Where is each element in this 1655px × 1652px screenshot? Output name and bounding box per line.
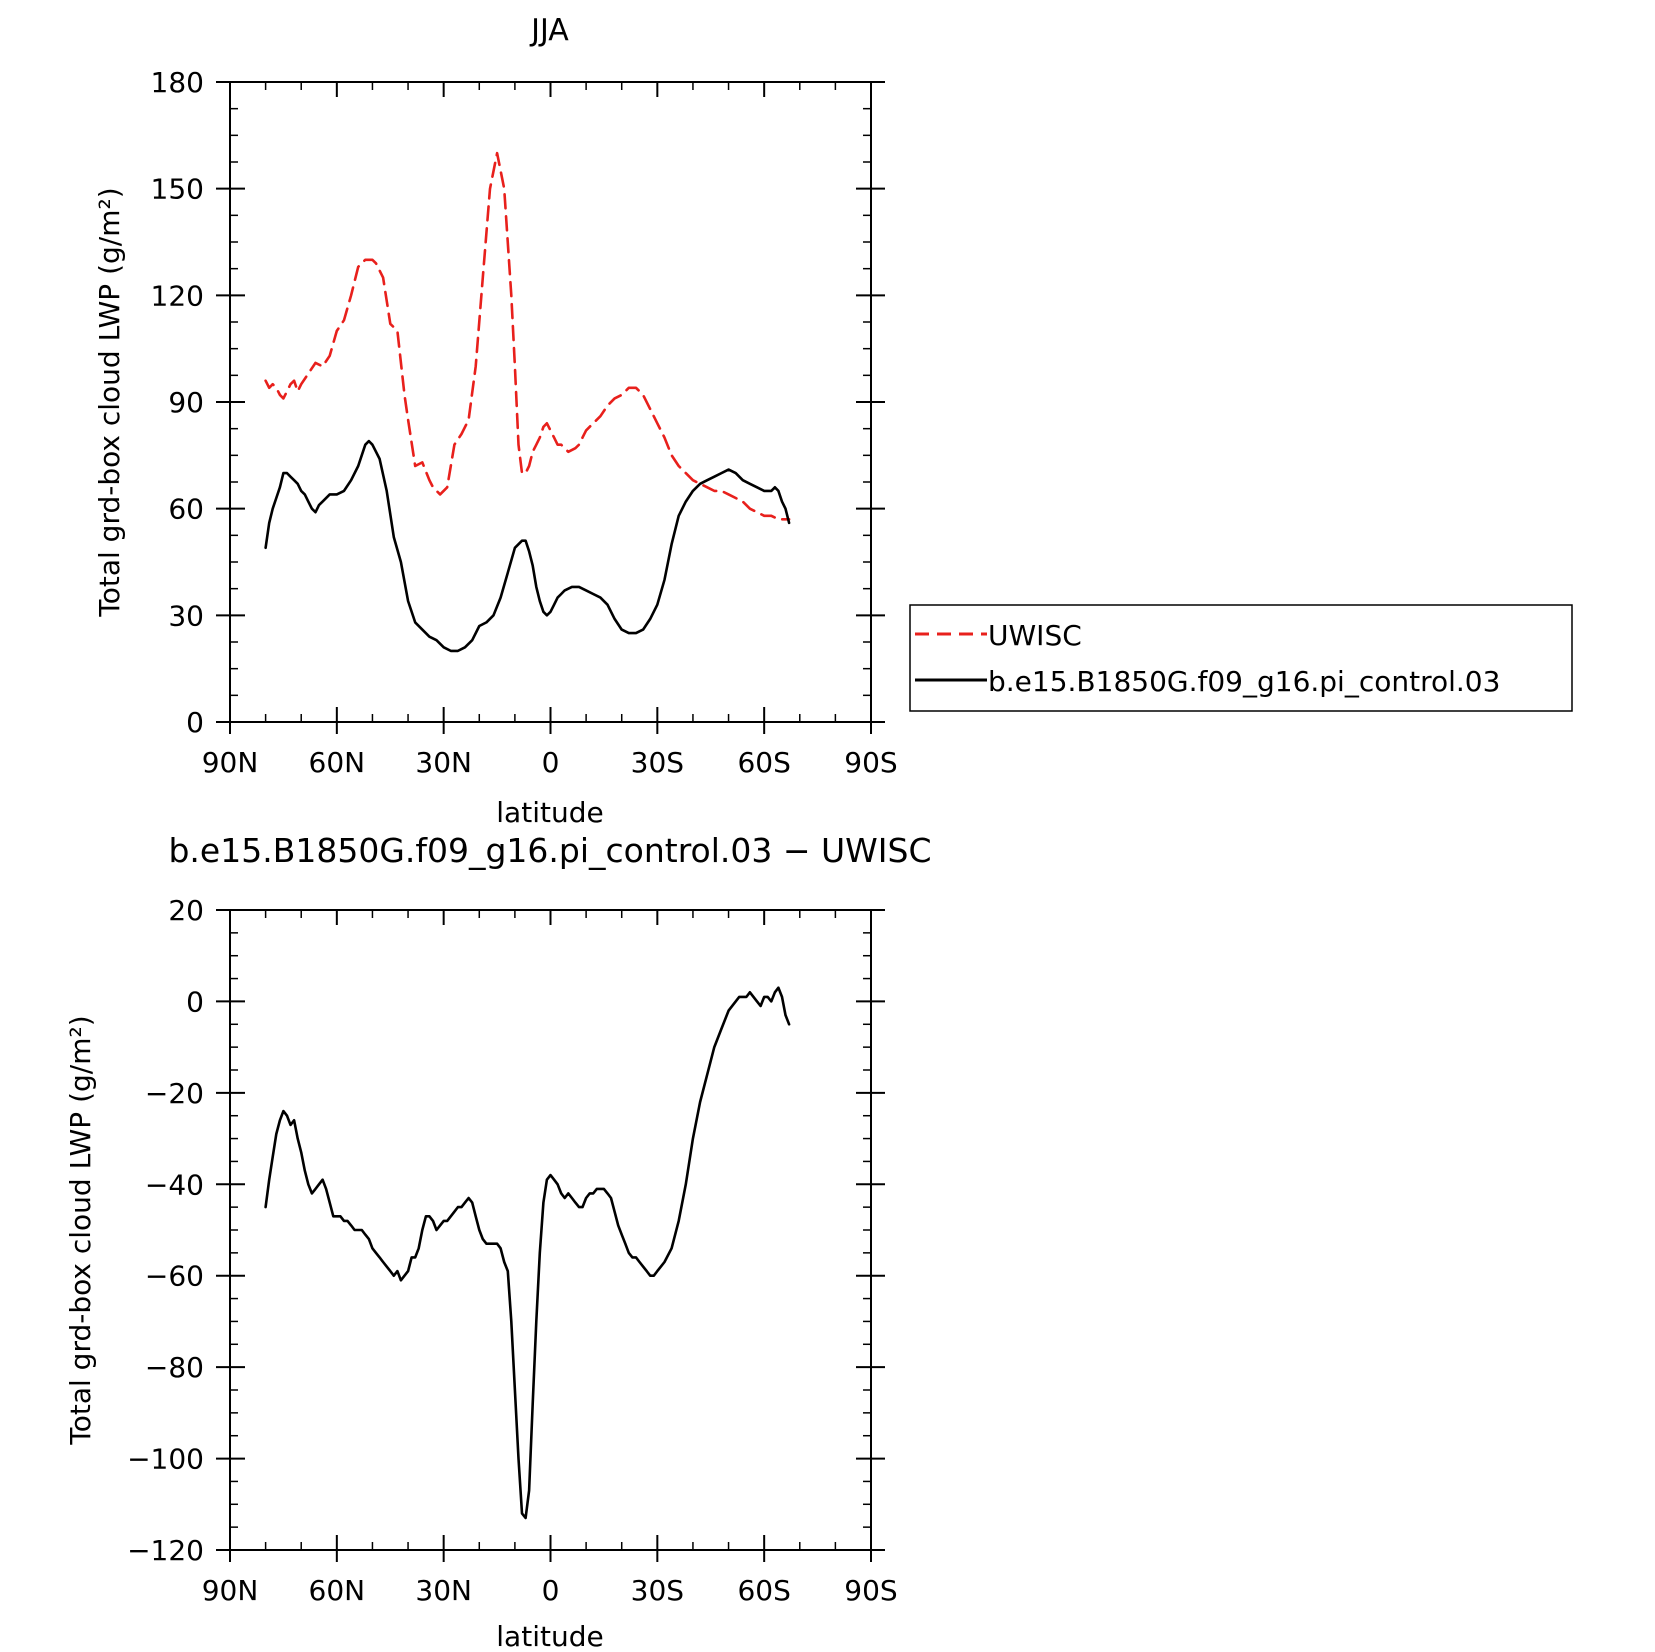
panel2-x-tick-label: 30N bbox=[415, 1574, 472, 1607]
panel2-x-tick-label: 60S bbox=[737, 1574, 790, 1607]
top-panel-frame bbox=[229, 81, 872, 723]
legend-label-control: b.e15.B1850G.f09_g16.pi_control.03 bbox=[988, 665, 1500, 698]
panel2-x-tick-label: 0 bbox=[542, 1574, 560, 1607]
panel1-y-tick-label: 120 bbox=[151, 279, 204, 312]
bottom-panel-ticks: 90N 60N 30N 0 30S 60S 90S 20 0 −20 −40 −60 −80 −100 −1… bbox=[127, 894, 898, 1607]
panel2-y-tick-label: 20 bbox=[168, 894, 204, 927]
panel2-y-tick-label: −40 bbox=[145, 1168, 204, 1201]
top-panel-y-axis-label: Total grd-box cloud LWP (g/m²) bbox=[93, 187, 126, 617]
panel2-x-tick-label: 90S bbox=[844, 1574, 897, 1607]
panel2-y-tick-label: −80 bbox=[145, 1351, 204, 1384]
panel1-x-tick-label: 30N bbox=[415, 746, 472, 779]
legend: UWISC b.e15.B1850G.f09_g16.pi_control.03 bbox=[909, 604, 1573, 712]
panel1-x-tick-label: 90N bbox=[202, 746, 259, 779]
panel2-x-tick-label: 30S bbox=[631, 1574, 684, 1607]
top-panel-title: JJA bbox=[529, 13, 569, 48]
panel1-x-tick-label: 60N bbox=[309, 746, 366, 779]
panel2-y-tick-label: −100 bbox=[127, 1443, 204, 1476]
bottom-panel-x-axis-label: latitude bbox=[496, 1620, 603, 1652]
panel1-x-tick-label: 90S bbox=[844, 746, 897, 779]
panel1-y-tick-label: 150 bbox=[151, 173, 204, 206]
panel1-series-line-1 bbox=[264, 439, 791, 653]
legend-label-uwisc: UWISC bbox=[988, 619, 1082, 652]
panel1-y-tick-label: 30 bbox=[168, 599, 204, 632]
top-panel-series bbox=[264, 151, 791, 653]
panel1-x-tick-label: 0 bbox=[542, 746, 560, 779]
panel2-y-tick-label: −20 bbox=[145, 1077, 204, 1110]
top-panel: JJA 90N 60N 30N 0 30S 60S 90S0306090120150180 … bbox=[93, 13, 898, 829]
panel1-y-tick-label: 180 bbox=[151, 66, 204, 99]
panel2-x-tick-label: 60N bbox=[309, 1574, 366, 1607]
bottom-panel-title: b.e15.B1850G.f09_g16.pi_control.03 − UWI… bbox=[168, 831, 931, 870]
panel2-x-tick-label: 90N bbox=[202, 1574, 259, 1607]
legend-box bbox=[909, 604, 1573, 712]
panel1-y-tick-label: 0 bbox=[186, 706, 204, 739]
panel1-series-line-0 bbox=[264, 151, 791, 521]
top-panel-x-axis-label: latitude bbox=[496, 796, 603, 829]
bottom-panel: b.e15.B1850G.f09_g16.pi_control.03 − UWI… bbox=[64, 831, 932, 1652]
panel1-y-tick-label: 90 bbox=[168, 386, 204, 419]
bottom-panel-series bbox=[264, 986, 791, 1520]
bottom-panel-y-axis-label: Total grd-box cloud LWP (g/m²) bbox=[64, 1015, 97, 1445]
panel1-x-tick-label: 30S bbox=[631, 746, 684, 779]
panel2-y-tick-label: 0 bbox=[186, 985, 204, 1018]
panel2-y-tick-label: −120 bbox=[127, 1534, 204, 1567]
panel1-x-tick-label: 60S bbox=[737, 746, 790, 779]
panel2-series-line-0 bbox=[264, 986, 791, 1520]
panel1-y-tick-label: 60 bbox=[168, 493, 204, 526]
panel2-y-tick-label: −60 bbox=[145, 1260, 204, 1293]
bottom-panel-frame bbox=[229, 909, 872, 1551]
top-panel-ticks: 90N 60N 30N 0 30S 60S 90S 0 30 60 90 120 150 180 bbox=[151, 66, 898, 779]
